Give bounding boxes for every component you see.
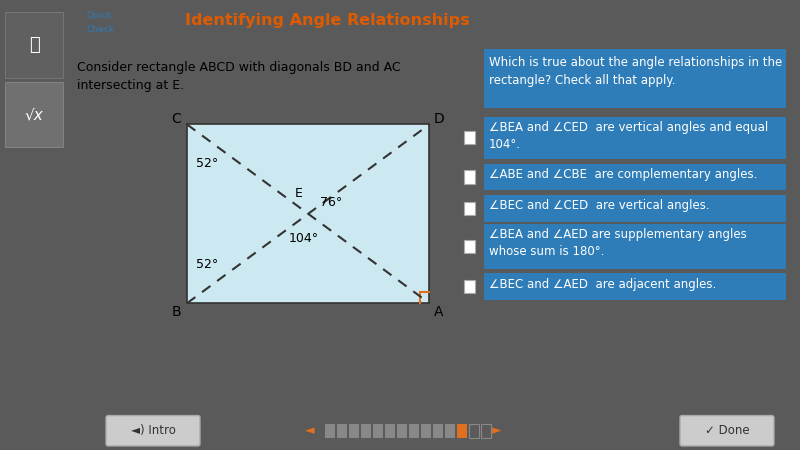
Bar (433, 424, 443, 438)
Bar (484, 195, 786, 222)
Bar (421, 424, 431, 438)
Bar (187, 124, 430, 303)
Text: Consider rectangle ABCD with diagonals BD and AC
intersecting at E.: Consider rectangle ABCD with diagonals B… (77, 61, 401, 92)
FancyBboxPatch shape (106, 416, 200, 446)
Text: ∠BEC and ∠AED  are adjacent angles.: ∠BEC and ∠AED are adjacent angles. (489, 278, 716, 291)
Bar (373, 424, 383, 438)
Text: 104°: 104° (289, 232, 318, 245)
Text: Identifying Angle Relationships: Identifying Angle Relationships (185, 13, 470, 28)
Text: Quick: Quick (86, 11, 112, 20)
Text: 52°: 52° (196, 258, 218, 270)
Bar (457, 424, 467, 438)
Bar (469, 424, 479, 438)
Bar (484, 224, 786, 269)
Bar (445, 424, 455, 438)
Text: ►: ► (492, 424, 502, 437)
Text: ◄: ◄ (305, 424, 315, 437)
Bar (409, 424, 419, 438)
FancyBboxPatch shape (680, 416, 774, 446)
Text: ∠BEC and ∠CED  are vertical angles.: ∠BEC and ∠CED are vertical angles. (489, 199, 710, 212)
Text: Check: Check (86, 25, 114, 34)
Bar (464, 239, 475, 253)
Text: C: C (171, 112, 181, 126)
Text: ∠BEA and ∠AED are supplementary angles
whose sum is 180°.: ∠BEA and ∠AED are supplementary angles w… (489, 228, 746, 258)
Bar (481, 424, 491, 438)
Bar (464, 202, 475, 215)
Text: E: E (295, 187, 303, 200)
Bar (349, 424, 359, 438)
Text: Which is true about the angle relationships in the
rectangle? Check all that app: Which is true about the angle relationsh… (489, 56, 782, 87)
Bar (484, 117, 786, 159)
Bar (325, 424, 335, 438)
Bar (484, 163, 786, 190)
Text: ∠ABE and ∠CBE  are complementary angles.: ∠ABE and ∠CBE are complementary angles. (489, 168, 758, 181)
Text: ◄) Intro: ◄) Intro (130, 424, 175, 437)
Text: A: A (434, 305, 443, 319)
Bar (464, 280, 475, 293)
Text: 52°: 52° (196, 157, 218, 170)
Bar (464, 170, 475, 184)
Bar (464, 131, 475, 144)
Bar (337, 424, 347, 438)
Bar (385, 424, 395, 438)
Bar (484, 273, 786, 300)
Bar (484, 50, 786, 108)
Text: 76°: 76° (320, 196, 342, 209)
Text: D: D (434, 112, 444, 126)
Text: ✓ Done: ✓ Done (705, 424, 750, 437)
FancyBboxPatch shape (5, 12, 63, 78)
Text: B: B (171, 305, 181, 319)
Text: ∠BEA and ∠CED  are vertical angles and equal
104°.: ∠BEA and ∠CED are vertical angles and eq… (489, 121, 768, 150)
Bar (397, 424, 407, 438)
FancyBboxPatch shape (5, 82, 63, 148)
Bar (361, 424, 371, 438)
Text: 🎧: 🎧 (29, 36, 39, 54)
Text: √x: √x (25, 107, 43, 122)
